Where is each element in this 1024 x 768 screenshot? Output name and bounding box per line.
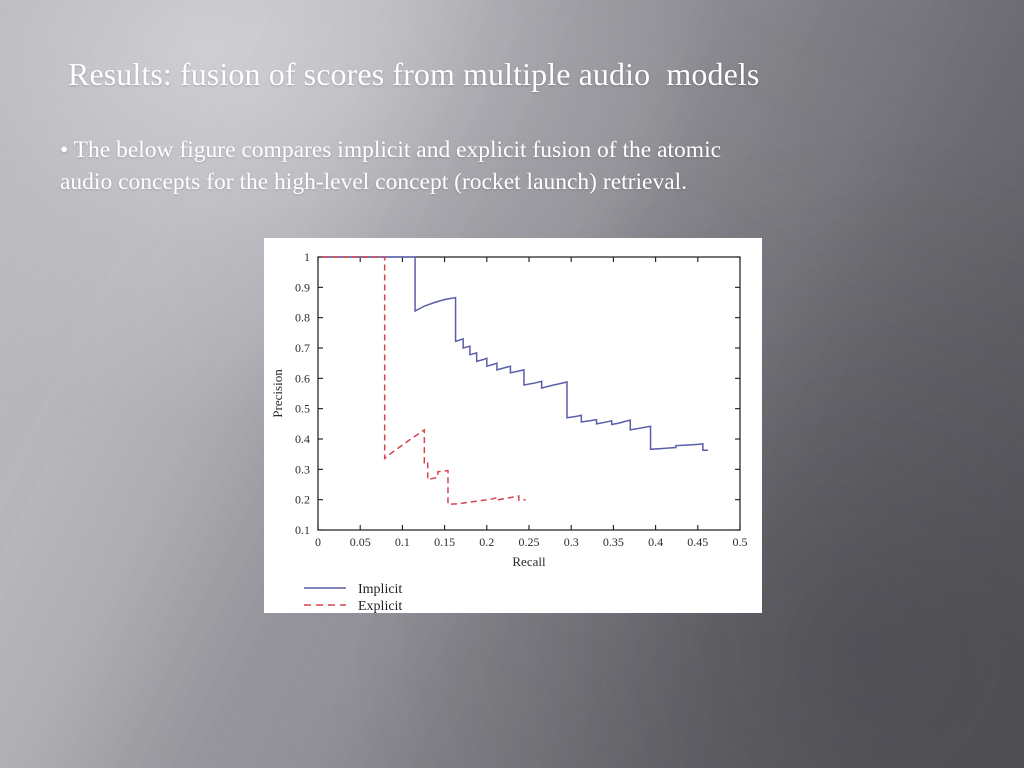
series-line-implicit [322,256,708,451]
x-tick-label: 0.25 [519,535,540,549]
x-tick-label: 0.5 [733,535,748,549]
y-tick-label: 0.3 [295,462,310,476]
x-tick-label: 0.2 [479,535,494,549]
x-tick-label: 0.3 [564,535,579,549]
x-tick-label: 0.15 [434,535,455,549]
x-axis-label: Recall [512,554,546,569]
y-tick-label: 0.7 [295,341,310,355]
y-tick-label: 0.1 [295,523,310,537]
y-tick-label: 0.6 [295,371,310,385]
y-tick-label: 0.9 [295,280,310,294]
x-tick-label: 0.35 [603,535,624,549]
y-tick-label: 0.8 [295,311,310,325]
body-line-1: • The below figure compares implicit and… [60,137,722,163]
precision-recall-figure: 0 0.05 0.1 0.15 0.2 0.25 0.3 0.35 0.4 0.45 0.5 0.1 0… [264,238,762,613]
x-tick-label: 0.1 [395,535,410,549]
x-tick-label: 0.45 [687,535,708,549]
y-tick-label: 0.2 [295,493,310,507]
x-tick-label: 0.4 [648,535,663,549]
precision-recall-chart: 0 0.05 0.1 0.15 0.2 0.25 0.3 0.35 0.4 0.45 0.5 0.1 0… [270,250,748,613]
body-line-2: audio concepts for the high-level concep… [60,169,688,195]
y-tick-label: 0.4 [295,432,310,446]
slide-body-text: • The below figure compares implicit and… [60,134,890,198]
legend-label-explicit: Explicit [358,599,402,613]
y-axis-label: Precision [270,369,285,418]
legend-label-implicit: Implicit [358,582,402,597]
plot-frame [317,256,741,531]
x-tick-label: 0 [315,535,321,549]
y-tick-label: 1 [304,250,310,264]
series-line-explicit [322,256,526,505]
y-tick-label: 0.5 [295,402,310,416]
slide-title: Results: fusion of scores from multiple … [68,56,760,92]
x-tick-label: 0.05 [350,535,371,549]
